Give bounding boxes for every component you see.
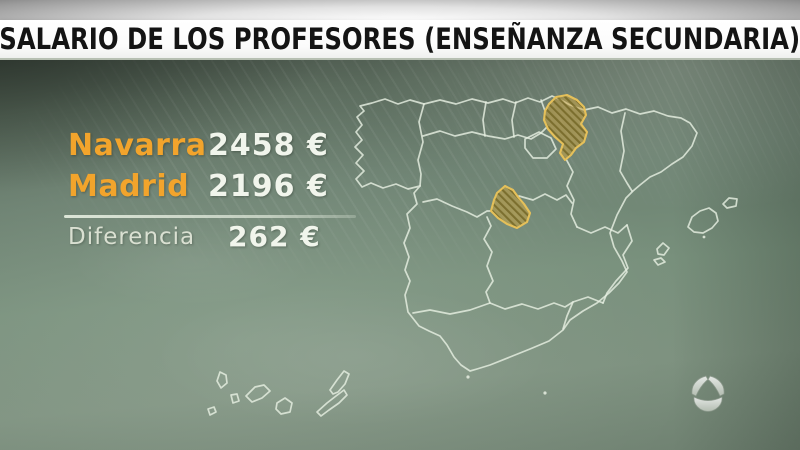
header-band: SALARIO DE LOS PROFESORES (ENSEÑANZA SEC… — [0, 20, 800, 60]
top-gradient-bar — [0, 0, 800, 20]
salary-value: 2196 € — [208, 169, 329, 204]
chalk-smudge-overlay — [0, 60, 800, 450]
salary-value: 2458 € — [208, 128, 329, 163]
salary-panel: Navarra 2458 € Madrid 2196 € Diferencia … — [64, 128, 368, 254]
page-title: SALARIO DE LOS PROFESORES (ENSEÑANZA SEC… — [0, 22, 800, 56]
difference-label: Diferencia — [68, 224, 196, 250]
antena3-a-icon — [691, 375, 725, 412]
region-label: Madrid — [68, 169, 190, 204]
difference-row: Diferencia 262 € — [68, 220, 368, 254]
salary-row-madrid: Madrid 2196 € — [68, 169, 368, 210]
chalk-divider-line — [64, 215, 356, 218]
salary-row-navarra: Navarra 2458 € — [68, 128, 368, 169]
difference-value: 262 € — [228, 220, 321, 253]
chalkboard-background — [0, 60, 800, 450]
region-label: Navarra — [68, 128, 207, 163]
